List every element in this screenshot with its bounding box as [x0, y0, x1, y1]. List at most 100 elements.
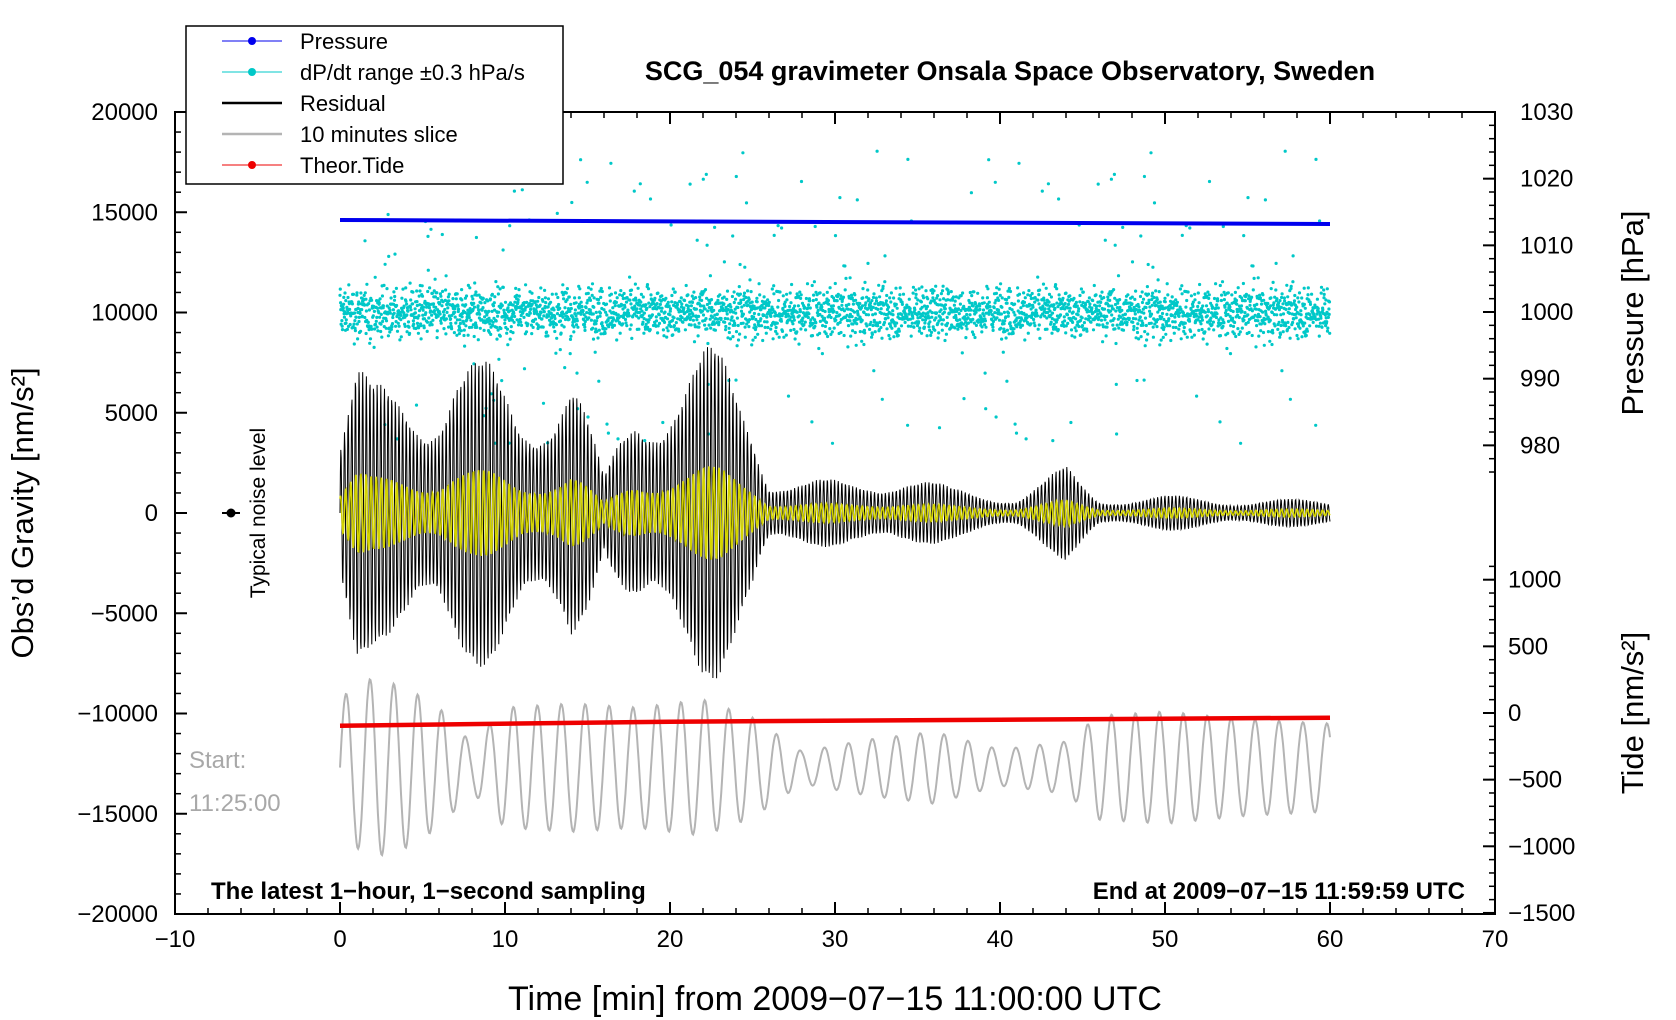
dpdt-point — [373, 327, 377, 331]
dpdt-point — [1146, 332, 1150, 336]
dpdt-point — [1053, 306, 1057, 310]
dpdt-point — [350, 302, 354, 306]
dpdt-point — [825, 290, 829, 294]
dpdt-point — [426, 289, 430, 294]
dpdt-point — [353, 319, 357, 323]
dpdt-point — [1197, 301, 1201, 305]
dpdt-point — [1160, 315, 1164, 319]
dpdt-point — [1163, 306, 1168, 310]
dpdt-point — [906, 324, 911, 328]
dpdt-point — [1195, 394, 1199, 398]
dpdt-point — [934, 311, 939, 315]
dpdt-point — [610, 323, 614, 327]
slice-line — [339, 677, 1331, 857]
dpdt-point — [1152, 201, 1157, 205]
dpdt-point — [1146, 292, 1151, 296]
dpdt-point — [591, 326, 595, 330]
dpdt-point — [1240, 326, 1244, 330]
dpdt-point — [1305, 329, 1309, 333]
dpdt-point — [697, 325, 701, 329]
dpdt-point — [872, 292, 876, 296]
dpdt-point — [427, 316, 431, 320]
dpdt-point — [390, 325, 394, 329]
dpdt-point — [981, 308, 986, 312]
dpdt-point — [762, 313, 766, 317]
dpdt-point — [878, 320, 882, 324]
dpdt-point — [1017, 161, 1021, 165]
y-tick-label: 15000 — [91, 199, 158, 226]
dpdt-point — [1217, 318, 1221, 322]
dpdt-point — [516, 300, 520, 304]
dpdt-point — [1052, 303, 1056, 307]
dpdt-point — [680, 316, 684, 320]
dpdt-point — [1020, 323, 1025, 327]
pressure-tick-label: 1030 — [1520, 99, 1573, 126]
dpdt-point — [695, 318, 699, 322]
dpdt-point — [1221, 224, 1225, 229]
dpdt-point — [659, 309, 664, 313]
dpdt-point — [347, 283, 351, 287]
dpdt-point — [348, 307, 352, 311]
dpdt-point — [1016, 299, 1021, 303]
dpdt-point — [598, 314, 602, 318]
dpdt-point — [1275, 297, 1279, 301]
dpdt-point — [552, 308, 556, 312]
dpdt-point — [1219, 321, 1223, 325]
dpdt-point — [1226, 319, 1231, 323]
dpdt-point — [1268, 318, 1272, 322]
dpdt-point — [1224, 308, 1228, 312]
dpdt-point — [389, 327, 393, 331]
dpdt-point — [1191, 300, 1195, 304]
dpdt-point — [953, 326, 957, 330]
dpdt-point — [1000, 337, 1004, 341]
dpdt-point — [505, 327, 510, 331]
dpdt-point — [1141, 297, 1146, 301]
dpdt-point — [962, 397, 966, 401]
dpdt-point — [567, 295, 571, 299]
dpdt-point — [1145, 285, 1149, 289]
dpdt-point — [941, 318, 946, 322]
dpdt-point — [647, 318, 651, 322]
dpdt-point — [940, 322, 944, 326]
dpdt-point — [1277, 304, 1281, 309]
dpdt-point — [1185, 335, 1189, 339]
dpdt-point — [724, 324, 728, 329]
dpdt-point — [430, 323, 434, 327]
dpdt-point — [964, 336, 968, 340]
dpdt-point — [869, 320, 873, 324]
dpdt-point — [665, 326, 669, 330]
dpdt-point — [771, 337, 775, 341]
dpdt-point — [506, 306, 510, 310]
dpdt-point — [843, 264, 847, 268]
dpdt-point — [449, 317, 453, 321]
tide-tick-label: −1500 — [1508, 900, 1575, 927]
dpdt-point — [1094, 293, 1098, 297]
dpdt-point — [875, 149, 879, 153]
dpdt-point — [953, 307, 958, 311]
noise-level-marker — [222, 508, 240, 518]
dpdt-point — [1214, 315, 1218, 320]
dpdt-point — [354, 315, 358, 319]
dpdt-point — [1132, 328, 1136, 332]
dpdt-point — [668, 307, 673, 311]
dpdt-point — [1188, 314, 1192, 318]
dpdt-point — [1183, 332, 1187, 336]
dpdt-point — [1186, 290, 1190, 294]
dpdt-point — [1326, 326, 1330, 330]
dpdt-point — [709, 298, 714, 302]
dpdt-point — [640, 309, 644, 313]
dpdt-point — [585, 311, 589, 315]
dpdt-point — [1105, 314, 1109, 318]
dpdt-point — [1258, 293, 1262, 297]
dpdt-point — [417, 326, 421, 330]
dpdt-point — [379, 329, 383, 334]
dpdt-point — [811, 321, 815, 325]
dpdt-point — [415, 300, 419, 304]
dpdt-point — [586, 298, 590, 302]
dpdt-point — [1223, 305, 1227, 309]
dpdt-point — [629, 288, 634, 292]
dpdt-point — [971, 317, 975, 321]
dpdt-point — [623, 317, 628, 322]
dpdt-point — [1016, 286, 1020, 290]
dpdt-point — [1074, 317, 1078, 321]
